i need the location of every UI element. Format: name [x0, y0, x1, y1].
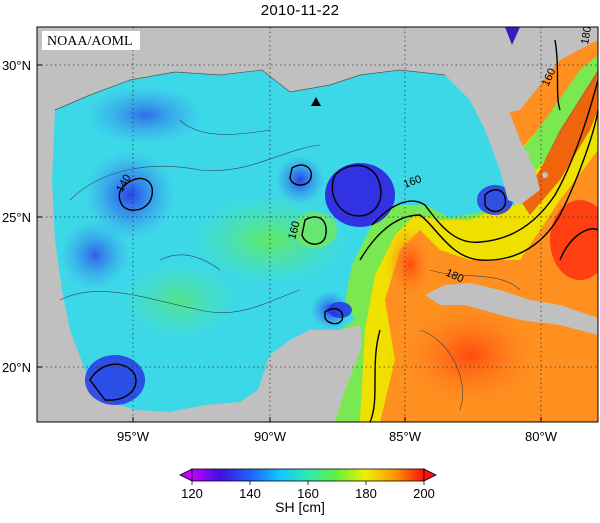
colorbar-tick-label: 160: [297, 486, 319, 501]
lon-tick-label: 95°W: [117, 429, 150, 444]
colorbar-gradient: [191, 468, 425, 482]
credit-label: NOAA/AOML: [47, 34, 133, 49]
lon-tick-label: 90°W: [254, 429, 287, 444]
lat-tick-label: 25°N: [2, 210, 31, 225]
lat-tick-label: 20°N: [2, 360, 31, 375]
credit-box: [42, 31, 140, 50]
colorbar-tick-label: 140: [239, 486, 261, 501]
cuba-land: [425, 283, 598, 335]
colorbar-tick-label: 120: [181, 486, 203, 501]
station-marker-icon: [311, 97, 321, 106]
loop-current-core: [385, 225, 435, 305]
contour-label: 160: [402, 173, 423, 191]
contour-label: 160: [286, 220, 302, 241]
warm-eddy-south: [385, 290, 555, 420]
map-frame: [36, 26, 599, 423]
colorbar-tick-label: 180: [355, 486, 377, 501]
contour-label: 180: [579, 25, 594, 45]
yucatan-current-green: [330, 55, 598, 422]
yucatan-land: [250, 325, 362, 422]
lon-tick-label: 85°W: [389, 429, 422, 444]
warm-eddy-east: [550, 200, 598, 280]
colorbar-min-arrow: [179, 468, 193, 482]
colorbar-tick-label: 200: [413, 486, 435, 501]
map-title: 2010-11-22: [260, 2, 340, 19]
colorbar-max-arrow: [423, 468, 437, 482]
lon-tick-label: 80°W: [525, 429, 558, 444]
colorbar: 120 140 160 180 200: [179, 468, 437, 501]
colorbar-units: SH [cm]: [275, 499, 325, 515]
lat-tick-label: 30°N: [2, 58, 31, 73]
graticule: [37, 27, 598, 422]
map-plot-area: 140 160 160 160 180 180 NOAA/AOML: [37, 25, 598, 422]
florida-land: [445, 35, 540, 205]
